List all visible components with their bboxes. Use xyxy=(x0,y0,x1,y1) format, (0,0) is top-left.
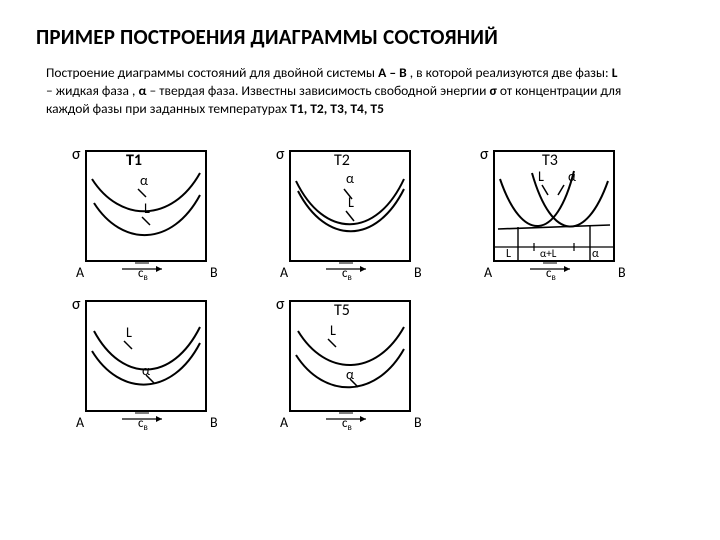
plot-t2: α L T2 σ А В св xyxy=(270,145,430,285)
plot-t1: α L T1 σ А В св xyxy=(66,145,226,285)
x-right-label: В xyxy=(210,264,218,281)
label-alpha: α xyxy=(346,366,354,383)
x-center-label: св xyxy=(122,263,162,283)
plot-t4: α L σ А В св xyxy=(66,295,226,435)
page-title: ПРИМЕР ПОСТРОЕНИЯ ДИАГРАММЫ СОСТОЯНИЙ xyxy=(36,24,684,50)
x-center-label: св xyxy=(326,413,366,433)
plot-t5: α L T5 σ А В св xyxy=(270,295,430,435)
x-left-label: А xyxy=(280,264,289,281)
region-right: α xyxy=(592,247,599,261)
plot-t3: α L L α+L α T3 σ А В св xyxy=(474,145,634,285)
y-axis-label: σ xyxy=(72,145,81,164)
x-center-label: св xyxy=(122,413,162,433)
x-right-label: В xyxy=(210,414,218,431)
x-right-label: В xyxy=(618,264,626,281)
label-l: L xyxy=(348,194,354,211)
region-mid: α+L xyxy=(540,247,557,260)
x-center-label: св xyxy=(530,263,570,283)
y-axis-label: σ xyxy=(276,145,285,164)
y-axis-label: σ xyxy=(72,295,81,314)
label-l: L xyxy=(126,324,132,341)
x-center-label: св xyxy=(326,263,366,283)
description: Построение диаграммы состояний для двойн… xyxy=(46,64,626,119)
label-l: L xyxy=(144,200,150,217)
x-left-label: А xyxy=(76,264,85,281)
y-axis-label: σ xyxy=(276,295,285,314)
x-left-label: А xyxy=(76,414,85,431)
label-l: L xyxy=(330,322,336,339)
label-alpha: α xyxy=(142,362,150,379)
x-right-label: В xyxy=(414,264,422,281)
plot-box xyxy=(290,301,410,411)
temp-label: T5 xyxy=(334,301,350,320)
label-alpha: α xyxy=(346,170,354,187)
temp-label: T1 xyxy=(126,151,142,170)
temp-label: T3 xyxy=(542,151,558,170)
label-alpha: α xyxy=(568,168,576,185)
y-axis-label: σ xyxy=(480,145,489,164)
plot-grid: α L T1 σ А В св α L xyxy=(66,145,684,435)
x-left-label: А xyxy=(484,264,493,281)
x-right-label: В xyxy=(414,414,422,431)
label-l: L xyxy=(538,168,544,185)
x-left-label: А xyxy=(280,414,289,431)
label-alpha: α xyxy=(140,172,148,189)
plot-box xyxy=(86,301,206,411)
region-left: L xyxy=(506,247,511,261)
temp-label: T2 xyxy=(334,151,350,170)
